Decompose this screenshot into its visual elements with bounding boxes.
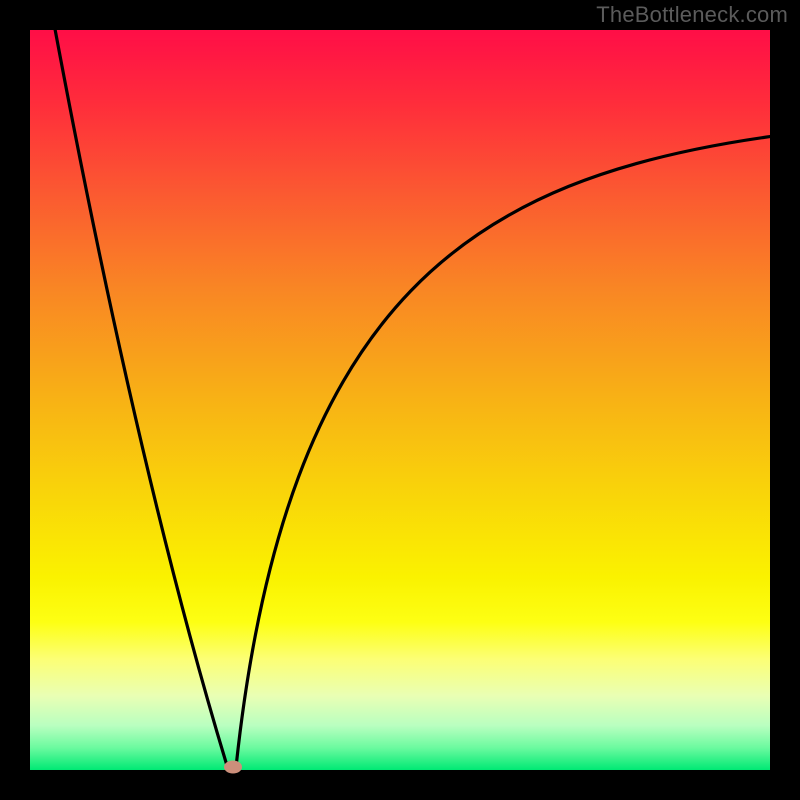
bottleneck-curve-svg: [30, 30, 770, 770]
chart-plot-area: [30, 30, 770, 770]
optimum-marker: [224, 761, 242, 774]
curve-path: [55, 30, 770, 770]
attribution-text: TheBottleneck.com: [596, 2, 788, 28]
